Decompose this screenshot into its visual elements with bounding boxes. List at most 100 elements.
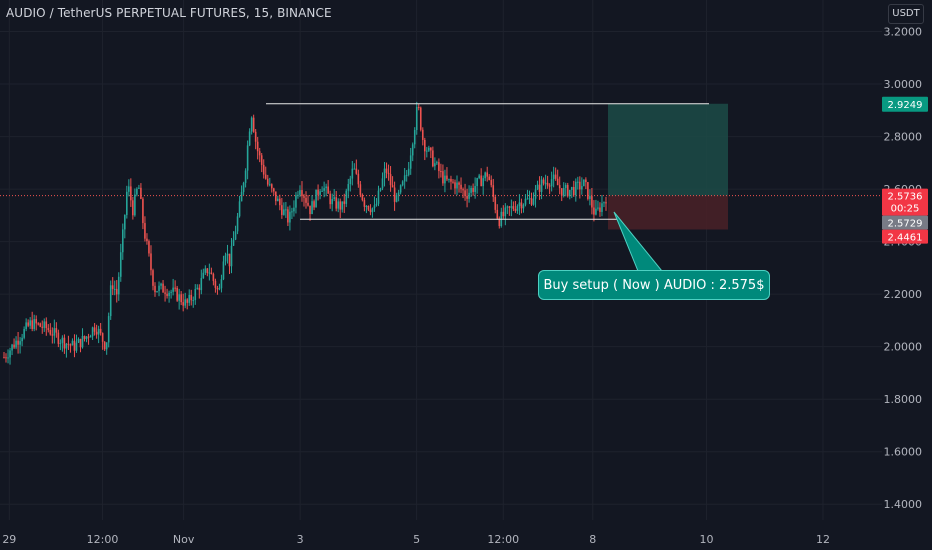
candle-body (107, 316, 110, 343)
candle-body (413, 130, 416, 145)
last-price-label-bg (882, 188, 928, 216)
candle-body (138, 187, 140, 189)
candle-body (595, 208, 597, 215)
candle-body (172, 287, 174, 292)
candle-body (496, 209, 499, 219)
candle-body (164, 292, 166, 294)
candle-body (119, 252, 122, 277)
candle-body (17, 340, 19, 345)
candle-body (345, 190, 348, 204)
candle-body (387, 172, 390, 175)
candle-body (558, 185, 561, 189)
target-price-label-bg (882, 96, 928, 112)
candle-body (476, 178, 478, 187)
candle-body (566, 184, 569, 197)
candle-body (583, 179, 585, 187)
candle-body (430, 147, 432, 151)
candle-body (91, 327, 94, 337)
x-tick-label: 3 (297, 533, 304, 546)
candle-body (156, 291, 158, 293)
candle-body (196, 287, 199, 289)
candle-body (27, 322, 29, 326)
candle-body (603, 202, 605, 204)
candle-body (33, 319, 36, 329)
candle-body (325, 186, 327, 189)
candle-body (232, 239, 235, 246)
candle-body (508, 206, 511, 208)
candle-body (520, 202, 523, 209)
candle-body (194, 288, 197, 301)
candle-body (31, 320, 33, 329)
candle-body (536, 184, 539, 190)
candle-body (440, 171, 442, 173)
candle-body (426, 150, 428, 152)
candle-body (468, 192, 470, 199)
candle-body (359, 184, 362, 195)
stop-price-label: 2.4461 (888, 233, 923, 244)
currency-badge[interactable]: USDT (888, 4, 924, 24)
candle-body (534, 189, 537, 199)
candle-body (214, 280, 217, 288)
candle-body (236, 216, 239, 232)
buy-setup-callout[interactable]: Buy setup ( Now ) AUDIO : 2.575$ (538, 270, 770, 300)
mid-price-label: 2.5729 (888, 219, 923, 230)
candle-body (242, 182, 245, 192)
last-price-label: 2.5736 (888, 192, 923, 203)
candle-body (128, 186, 130, 192)
candle-body (488, 176, 491, 180)
candle-body (170, 291, 172, 293)
candle-body (117, 276, 120, 295)
x-tick-label: 12:00 (87, 533, 119, 546)
candle-body (291, 211, 293, 213)
candle-body (438, 162, 440, 172)
candle-body (532, 198, 535, 205)
candle-body (450, 178, 452, 182)
candle-body (482, 178, 484, 187)
candle-body (146, 238, 148, 242)
candle-body (47, 328, 50, 330)
candle-body (522, 204, 525, 209)
candle-body (25, 322, 27, 330)
candle-body (93, 327, 96, 332)
chart-title: AUDIO / TetherUS PERPETUAL FUTURES, 15, … (6, 6, 332, 20)
countdown-label: 00:25 (891, 204, 920, 215)
candle-body (200, 278, 203, 291)
candle-body (383, 168, 386, 179)
candle-body (419, 107, 422, 130)
candle-body (317, 189, 319, 195)
candle-body (212, 274, 215, 281)
candle-body (124, 214, 126, 230)
candle-body (260, 155, 263, 165)
candle-body (460, 184, 462, 190)
candle-body (548, 185, 551, 187)
candle-body (87, 336, 90, 338)
candle-body (7, 357, 9, 359)
candle-body (514, 209, 517, 211)
candle-body (417, 106, 420, 108)
candle-body (222, 261, 225, 280)
candle-body (385, 168, 388, 173)
candle-body (297, 194, 299, 196)
x-tick-label: 29 (2, 533, 16, 546)
candle-body (101, 333, 104, 342)
candle-body (357, 173, 360, 185)
candle-body (363, 200, 366, 207)
candle-body (377, 190, 380, 204)
candle-body (415, 106, 418, 131)
candle-body (285, 209, 287, 211)
candle-body (256, 141, 259, 152)
candle-body (524, 198, 527, 205)
candle-body (528, 198, 531, 200)
y-tick-label: 1.6000 (884, 446, 923, 459)
candle-body (15, 340, 17, 348)
y-tick-label: 2.8000 (884, 131, 923, 144)
candle-body (210, 272, 213, 275)
candle-body (379, 188, 382, 191)
candle-body (113, 288, 116, 290)
candle-body (448, 178, 450, 180)
candle-body (570, 186, 573, 190)
candle-body (339, 201, 342, 210)
candle-body (381, 178, 384, 189)
candle-body (564, 184, 567, 188)
